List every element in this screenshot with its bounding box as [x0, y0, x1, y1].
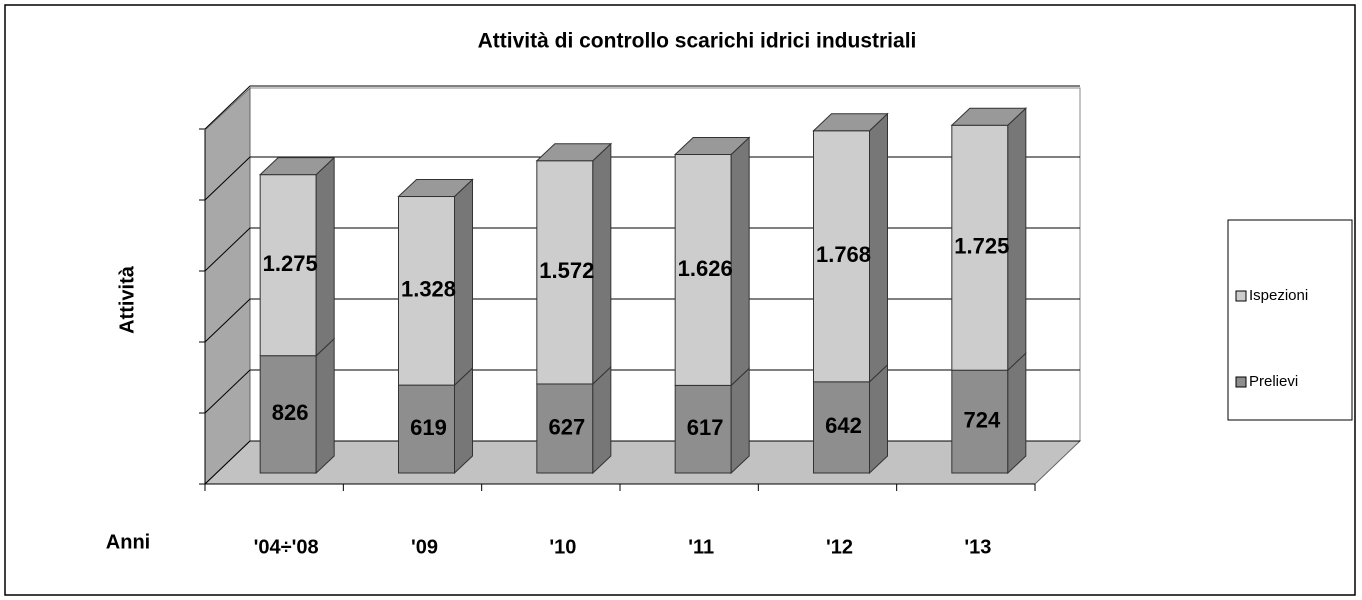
x-tick-label: '13: [964, 536, 991, 558]
bar-segment: [398, 196, 455, 386]
bar-top: [812, 113, 889, 132]
bar-segment: [813, 130, 870, 383]
chart-title: Attività di controllo scarichi idrici in…: [478, 30, 917, 53]
bar-top: [673, 136, 751, 155]
bar-side: [869, 363, 888, 475]
bar-segment: [813, 381, 870, 474]
bar-side: [315, 156, 335, 357]
x-tick-label: '11: [688, 536, 714, 558]
data-label: 1.328: [401, 277, 456, 302]
bar-side: [869, 112, 888, 383]
x-tick-label: '10: [549, 536, 576, 558]
bar-side: [1007, 352, 1027, 475]
data-label: 826: [272, 400, 309, 425]
data-label: 1.626: [678, 256, 733, 281]
grid-line: [204, 369, 1080, 414]
grid-line: [204, 156, 1080, 201]
x-axis-label: Anni: [106, 531, 150, 553]
data-label: 627: [548, 414, 585, 439]
legend: [1227, 219, 1353, 421]
data-label: 1.572: [539, 258, 594, 283]
legend-swatch: [1235, 290, 1247, 302]
bar-side: [1007, 107, 1027, 372]
data-label: 642: [825, 413, 862, 438]
floor: [203, 440, 1082, 485]
bar-top: [950, 107, 1028, 126]
bar-segment: [951, 124, 1009, 371]
bar-top: [397, 179, 474, 198]
bar-segment: [951, 369, 1009, 474]
bar-top: [258, 157, 336, 176]
y-axis-label: Attività: [116, 265, 138, 334]
bar-side: [730, 367, 750, 475]
bar-side: [730, 136, 750, 387]
legend-swatch: [1235, 376, 1247, 388]
bar-segment: [674, 153, 732, 386]
x-tick-label: '09: [411, 536, 438, 558]
legend-label: Prelievi: [1249, 373, 1298, 390]
data-label: 1.768: [816, 242, 871, 267]
data-label: 617: [687, 415, 724, 440]
bar-side: [592, 365, 612, 475]
data-label: 1.725: [954, 234, 1009, 259]
x-tick-label: '12: [826, 536, 853, 558]
data-label: 1.275: [263, 251, 318, 276]
back-wall: [249, 87, 1081, 442]
grid-line: [204, 227, 1080, 272]
bar-side: [454, 366, 473, 475]
bar-side: [315, 337, 335, 475]
bar-side: [454, 178, 473, 387]
side-wall: [204, 86, 251, 486]
data-label: 619: [410, 415, 447, 440]
bar-top: [535, 143, 613, 162]
bar-side: [592, 142, 612, 386]
legend-label: Ispezioni: [1249, 287, 1308, 304]
bar-segment: [674, 384, 732, 474]
data-label: 724: [963, 407, 1000, 432]
x-tick-label: '04÷'08: [254, 536, 319, 558]
grid-line: [204, 298, 1080, 343]
grid-line: [204, 440, 1080, 485]
grid-line: [204, 85, 1080, 130]
